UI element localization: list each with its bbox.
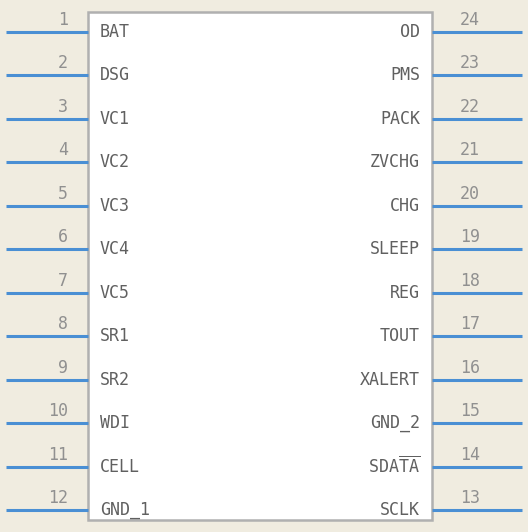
- Text: 4: 4: [58, 142, 68, 160]
- Text: 23: 23: [460, 54, 480, 72]
- Text: 17: 17: [460, 315, 480, 333]
- Text: 12: 12: [48, 489, 68, 507]
- Text: VC4: VC4: [100, 240, 130, 258]
- Text: VC5: VC5: [100, 284, 130, 302]
- Text: 3: 3: [58, 98, 68, 116]
- Text: 7: 7: [58, 272, 68, 290]
- Text: GND_1: GND_1: [100, 501, 150, 519]
- Text: 8: 8: [58, 315, 68, 333]
- Text: 18: 18: [460, 272, 480, 290]
- Text: 13: 13: [460, 489, 480, 507]
- Text: 11: 11: [48, 445, 68, 463]
- Text: 15: 15: [460, 402, 480, 420]
- Text: 1: 1: [58, 11, 68, 29]
- Text: 14: 14: [460, 445, 480, 463]
- Text: SR2: SR2: [100, 371, 130, 389]
- Text: VC1: VC1: [100, 110, 130, 128]
- Bar: [88, 12, 432, 520]
- Text: 16: 16: [460, 359, 480, 377]
- Text: CHG: CHG: [390, 197, 420, 215]
- Text: $\mathtt{SDA\overline{TA}}$: $\mathtt{SDA\overline{TA}}$: [368, 456, 420, 477]
- Text: 19: 19: [460, 228, 480, 246]
- Text: SLEEP: SLEEP: [370, 240, 420, 258]
- Text: 20: 20: [460, 185, 480, 203]
- Text: 21: 21: [460, 142, 480, 160]
- Text: PACK: PACK: [380, 110, 420, 128]
- Text: SCLK: SCLK: [380, 501, 420, 519]
- Text: GND_2: GND_2: [370, 414, 420, 432]
- Text: VC3: VC3: [100, 197, 130, 215]
- Text: WDI: WDI: [100, 414, 130, 432]
- Text: 9: 9: [58, 359, 68, 377]
- Text: 22: 22: [460, 98, 480, 116]
- Text: REG: REG: [390, 284, 420, 302]
- Text: PMS: PMS: [390, 66, 420, 85]
- Text: CELL: CELL: [100, 458, 140, 476]
- Text: 6: 6: [58, 228, 68, 246]
- Text: 10: 10: [48, 402, 68, 420]
- Text: ZVCHG: ZVCHG: [370, 153, 420, 171]
- Text: TOUT: TOUT: [380, 327, 420, 345]
- Text: 24: 24: [460, 11, 480, 29]
- Text: SR1: SR1: [100, 327, 130, 345]
- Text: BAT: BAT: [100, 23, 130, 41]
- Text: VC2: VC2: [100, 153, 130, 171]
- Text: DSG: DSG: [100, 66, 130, 85]
- Text: 5: 5: [58, 185, 68, 203]
- Text: 2: 2: [58, 54, 68, 72]
- Text: XALERT: XALERT: [360, 371, 420, 389]
- Text: OD: OD: [400, 23, 420, 41]
